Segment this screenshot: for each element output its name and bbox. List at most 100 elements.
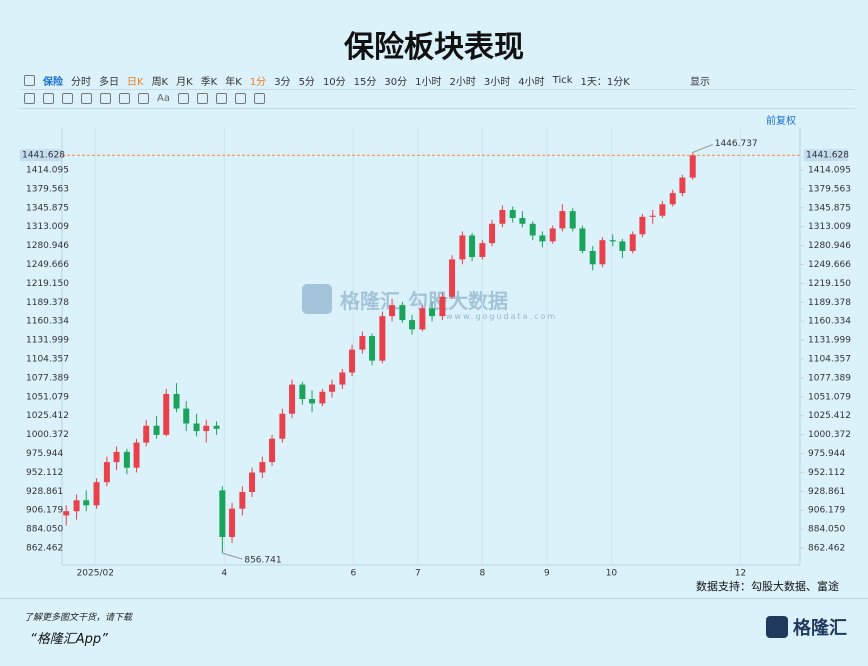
separator xyxy=(20,89,855,90)
y-tick-label: 862.462 xyxy=(808,544,845,554)
toolbar-item[interactable]: 1天：1分K xyxy=(580,77,630,88)
candle-body xyxy=(599,240,606,265)
candle-body xyxy=(429,308,436,317)
y-tick-label: 928.861 xyxy=(808,487,845,497)
toolbar-item[interactable]: Tick xyxy=(552,75,573,86)
x-tick-label: 2025/02 xyxy=(77,569,114,579)
high-label: 1446.737 xyxy=(715,139,758,149)
candle-body xyxy=(639,216,646,235)
tool-icon[interactable] xyxy=(234,93,246,104)
y-tick-label: 1219.150 xyxy=(26,279,69,289)
candle-body xyxy=(183,408,190,424)
toolbar-item[interactable]: 分时 xyxy=(71,77,91,88)
y-tick-label: 1077.389 xyxy=(26,373,69,383)
toolbar-item[interactable]: 10分 xyxy=(322,77,346,88)
y-tick-label: 1000.372 xyxy=(26,430,69,440)
candle-body xyxy=(509,209,516,218)
candle-body xyxy=(519,217,526,224)
candle-body xyxy=(153,425,160,435)
tool-icon[interactable] xyxy=(24,93,35,104)
toolbar-item[interactable]: 季K xyxy=(200,77,218,88)
candle-body xyxy=(369,336,376,361)
tool-icon[interactable] xyxy=(138,93,149,104)
y-tick-label: 975.944 xyxy=(808,449,845,459)
toolbar-item[interactable]: 多日 xyxy=(99,77,119,88)
watermark: 格隆汇 勾股大数据 xyxy=(302,284,508,314)
adjust-button[interactable]: 前复权 xyxy=(766,116,796,127)
source: 数据支持：勾股大数据、富途 xyxy=(696,580,839,593)
toolbar-item[interactable]: 月K xyxy=(176,77,193,88)
text-tool[interactable]: Aa xyxy=(157,93,170,104)
watermark-logo xyxy=(302,284,332,314)
y-tick-label: 1414.095 xyxy=(26,165,69,175)
y-tick-label: 1025.412 xyxy=(808,411,851,421)
x-tick-label: 12 xyxy=(735,569,746,579)
tool-icon[interactable] xyxy=(177,93,189,104)
candle-body xyxy=(93,482,100,506)
separator xyxy=(0,598,868,599)
toolbar-item[interactable]: 4小时 xyxy=(518,77,545,88)
price-label-box xyxy=(20,149,62,162)
candle-body xyxy=(609,240,616,242)
toolbar-item[interactable]: 年K xyxy=(225,77,242,88)
low-label: 856.741 xyxy=(244,556,281,566)
display-button[interactable]: 显示 xyxy=(690,77,710,88)
footer-app: “格隆汇App” xyxy=(30,632,108,647)
price-label: 1441.628 xyxy=(22,151,65,161)
toolbar-item[interactable]: 1分 xyxy=(249,77,267,88)
toolbar: 保险 分时 多日 日K 周K 月K 季K 年K 1分 3分 5分 10分 15分 30分 1小时 2小时 3小时… xyxy=(24,73,630,88)
candle-body xyxy=(449,259,456,297)
y-tick-label: 1131.999 xyxy=(26,336,69,346)
tool-icon[interactable] xyxy=(253,93,265,104)
y-tick-label: 1219.150 xyxy=(808,279,851,289)
separator xyxy=(20,108,855,109)
y-tick-label: 1280.946 xyxy=(808,241,851,251)
candle-body xyxy=(559,211,566,229)
candle-body xyxy=(579,228,586,251)
toolbar-item[interactable]: 周K xyxy=(151,77,169,88)
candle-body xyxy=(529,223,536,236)
candle-body xyxy=(409,320,416,330)
candle-body xyxy=(469,235,476,257)
candle-body xyxy=(133,442,140,468)
drawing-toolbar: Aa xyxy=(24,93,265,104)
tool-icon[interactable] xyxy=(215,93,227,104)
tool-icon[interactable] xyxy=(81,93,92,104)
tool-icon[interactable] xyxy=(43,93,54,104)
y-tick-label: 1104.357 xyxy=(26,354,69,364)
y-tick-label: 928.861 xyxy=(26,487,63,497)
y-tick-label: 1131.999 xyxy=(808,336,851,346)
y-tick-label: 1051.079 xyxy=(26,392,69,402)
tool-icon[interactable] xyxy=(119,93,130,104)
candle-body xyxy=(569,211,576,229)
toolbar-item[interactable]: 15分 xyxy=(353,77,377,88)
toolbar-item[interactable]: 30分 xyxy=(384,77,408,88)
tool-icon[interactable] xyxy=(196,93,208,104)
candle-body xyxy=(659,204,666,216)
tool-icon[interactable] xyxy=(62,93,73,104)
toolbar-item[interactable]: 5分 xyxy=(298,77,315,88)
logo: 格隆汇 xyxy=(766,614,847,640)
candle-body xyxy=(379,316,386,361)
x-tick-label: 4 xyxy=(221,569,227,579)
toolbar-item[interactable]: 1小时 xyxy=(415,77,442,88)
y-tick-label: 884.050 xyxy=(808,525,845,535)
x-tick-label: 7 xyxy=(415,569,421,579)
toolbar-item[interactable]: 3分 xyxy=(274,77,291,88)
high-marker xyxy=(692,144,713,153)
x-tick-label: 6 xyxy=(350,569,356,579)
y-tick-label: 1104.357 xyxy=(808,354,851,364)
toolbar-item[interactable]: 日K xyxy=(127,77,144,88)
x-tick-label: 8 xyxy=(480,569,486,579)
layout-icon[interactable] xyxy=(24,75,35,86)
toolbar-item[interactable]: 2小时 xyxy=(449,77,476,88)
candle-body xyxy=(213,425,220,429)
y-tick-label: 1160.334 xyxy=(808,317,851,327)
toolbar-item[interactable]: 3小时 xyxy=(483,77,511,88)
logo-mark xyxy=(766,616,788,638)
toolbar-item[interactable]: 保险 xyxy=(43,77,63,88)
y-tick-label: 1000.372 xyxy=(808,430,851,440)
candle-body xyxy=(389,305,396,317)
candle-body xyxy=(173,393,180,409)
tool-icon[interactable] xyxy=(100,93,111,104)
